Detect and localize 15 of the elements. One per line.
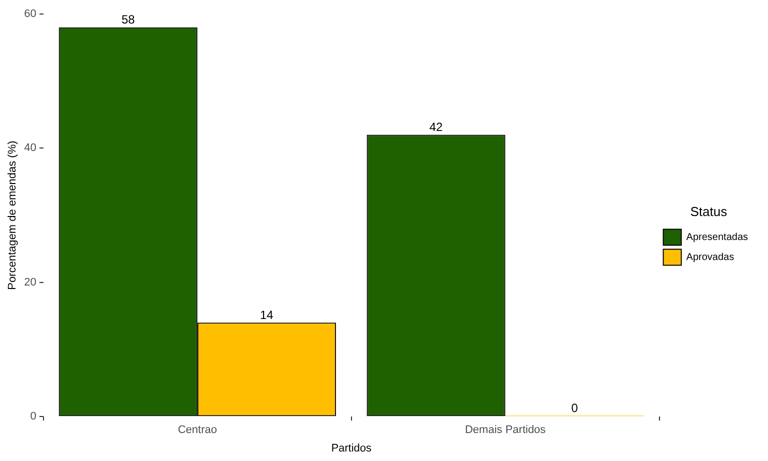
x-axis-title: Partidos [331,442,372,454]
legend-label: Apresentadas [686,232,748,244]
y-axis-title: Porcentagem de emendas (%) [6,140,19,290]
legend-title: Status [690,204,728,219]
legend-label: Aprovadas [686,252,734,264]
y-tick-label: 0 [30,410,36,423]
x-tick-label: Centrao [178,424,217,436]
data-label: 42 [429,120,444,134]
x-tick-label: Demais Partidos [464,424,546,436]
data-label: 14 [260,308,274,322]
data-label: 58 [121,12,136,27]
y-tick-label: 20 [24,276,36,288]
y-tick-label: 60 [24,8,36,20]
data-label: 0 [571,400,578,415]
y-tick-label: 40 [24,142,36,154]
